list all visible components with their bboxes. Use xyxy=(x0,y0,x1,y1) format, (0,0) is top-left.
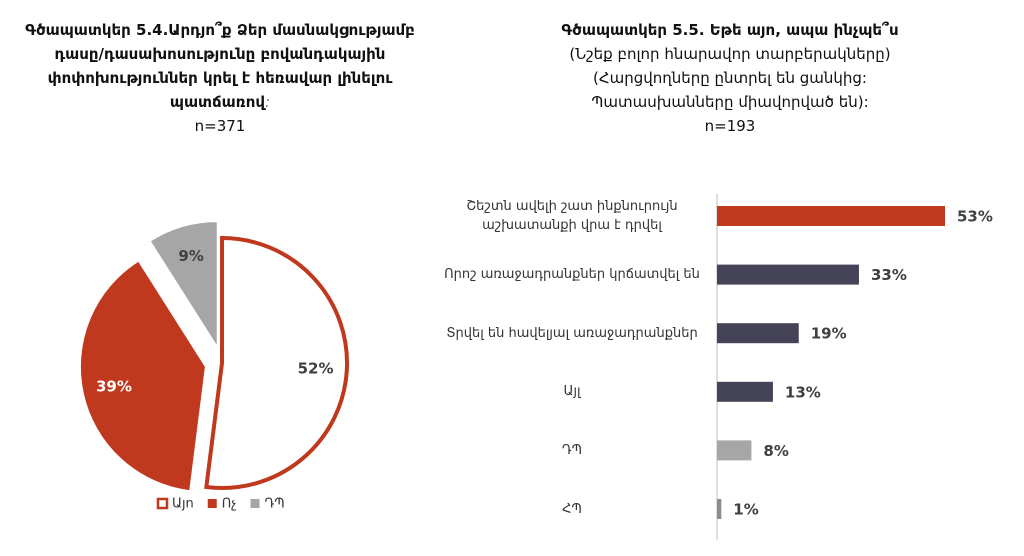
data-label: 8% xyxy=(763,442,788,460)
category-label: ԴՊ xyxy=(561,442,583,458)
data-label: 53% xyxy=(957,208,993,226)
bar xyxy=(717,323,799,344)
category-label: ՀՊ xyxy=(562,501,582,517)
pie-slice xyxy=(79,260,206,492)
subtitle-line: n=193 xyxy=(704,117,756,135)
pie-slice xyxy=(204,235,349,490)
legend-label: Այո xyxy=(172,497,194,512)
subtitle-line: Պատասխանները միավորված են): xyxy=(591,93,869,111)
left-title-block: Գծապատկեր 5.4.Արդյո՞ք Ձեր մասնակցությամբ… xyxy=(20,18,420,138)
legend-swatch xyxy=(156,497,169,510)
bar xyxy=(717,206,945,226)
chart-title: Գծապատկեր 5.5. Եթե այո, ապա ինչպե՞ս xyxy=(561,21,899,39)
bar xyxy=(717,440,752,461)
legend-label: ԴՊ xyxy=(265,497,285,512)
subtitle-line: (Նշեք բոլոր հնարավոր տարբերակները) xyxy=(569,45,891,63)
pie-slice xyxy=(149,221,218,349)
bar xyxy=(717,381,773,402)
subtitle-line: (Հարցվողները ընտրել են ցանկից: xyxy=(593,69,867,87)
data-label: 9% xyxy=(178,247,203,265)
chart-title: Գծապատկեր 5.4.Արդյո՞ք Ձեր մասնակցությամբ… xyxy=(25,21,415,111)
data-label: 52% xyxy=(298,359,334,377)
legend-label: Ոչ xyxy=(222,497,237,512)
bar xyxy=(717,499,722,519)
right-title-block: Գծապատկեր 5.5. Եթե այո, ապա ինչպե՞ս (Նշե… xyxy=(490,18,970,138)
data-label: 19% xyxy=(811,325,847,343)
data-label: 33% xyxy=(871,266,907,284)
data-label: 1% xyxy=(733,501,758,519)
category-label: Այլ xyxy=(563,384,581,400)
legend-swatch xyxy=(250,499,260,508)
subtitle: (Նշեք բոլոր հնարավոր տարբերակները) (Հարցվ… xyxy=(490,42,970,138)
category-label: Շեշտն ավելի շատ ինքնուրույն աշխատանքի վր… xyxy=(466,199,678,233)
title-end: : xyxy=(265,93,271,111)
bar xyxy=(717,264,859,285)
chart-subtitle: n=371 xyxy=(194,117,246,135)
legend-swatch xyxy=(207,499,217,508)
category-label: Տրվել են հավելյալ առաջադրանքներ xyxy=(446,325,698,341)
data-label: 13% xyxy=(785,383,821,401)
data-label: 39% xyxy=(96,378,132,396)
category-label: Որոշ առաջադրանքներ կրճատվել են xyxy=(444,267,700,283)
